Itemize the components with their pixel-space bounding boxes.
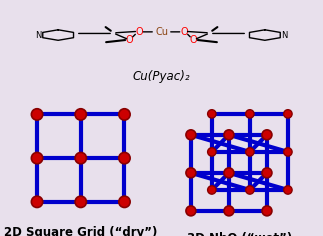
Circle shape xyxy=(246,148,254,156)
Text: O: O xyxy=(180,27,188,37)
Circle shape xyxy=(208,148,216,156)
Text: O: O xyxy=(190,35,198,45)
Circle shape xyxy=(31,196,43,207)
Text: 2D Square Grid (“dry”): 2D Square Grid (“dry”) xyxy=(4,226,157,236)
Circle shape xyxy=(246,186,254,194)
Text: O: O xyxy=(135,27,143,37)
Circle shape xyxy=(284,110,292,118)
Circle shape xyxy=(284,186,292,194)
Circle shape xyxy=(284,148,292,156)
Circle shape xyxy=(186,206,196,216)
Circle shape xyxy=(75,109,87,120)
Circle shape xyxy=(119,109,130,120)
Circle shape xyxy=(246,110,254,118)
Circle shape xyxy=(31,109,43,120)
Circle shape xyxy=(224,206,234,216)
Circle shape xyxy=(224,130,234,140)
Text: O: O xyxy=(125,35,133,45)
Circle shape xyxy=(186,130,196,140)
Circle shape xyxy=(75,152,87,164)
Circle shape xyxy=(262,206,272,216)
Circle shape xyxy=(262,130,272,140)
Circle shape xyxy=(186,168,196,178)
Circle shape xyxy=(208,110,216,118)
Circle shape xyxy=(119,196,130,207)
Text: 3D NbO (“wet”): 3D NbO (“wet”) xyxy=(187,232,292,236)
Circle shape xyxy=(224,168,234,178)
Circle shape xyxy=(262,168,272,178)
Circle shape xyxy=(31,152,43,164)
Text: N: N xyxy=(281,30,287,40)
Text: N: N xyxy=(36,30,42,40)
Text: Cu(Pyac)₂: Cu(Pyac)₂ xyxy=(133,70,190,83)
Circle shape xyxy=(119,152,130,164)
Circle shape xyxy=(208,186,216,194)
Circle shape xyxy=(75,196,87,207)
Text: Cu: Cu xyxy=(155,27,168,37)
